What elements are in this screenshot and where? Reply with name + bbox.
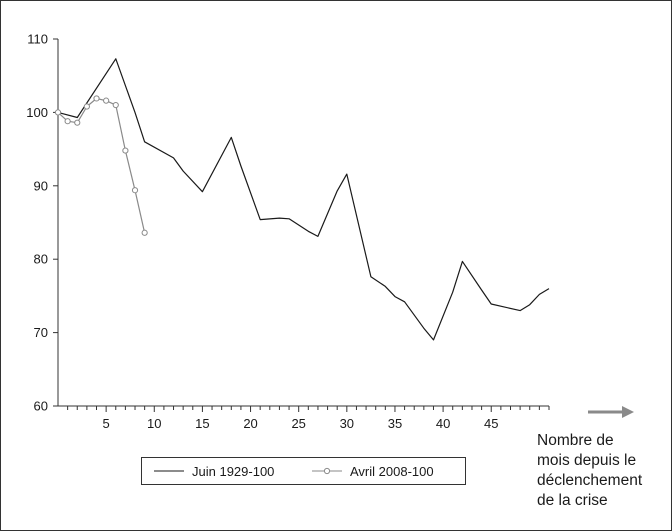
legend-item-avril-2008: Avril 2008-100: [312, 458, 434, 484]
x-axis-note-line-4: de la crise: [537, 492, 608, 509]
data-point: [112, 101, 119, 109]
data-point: [131, 187, 139, 194]
x-tick-label: 15: [195, 416, 209, 431]
x-tick-label: 25: [291, 416, 305, 431]
data-point: [141, 229, 148, 236]
y-tick-label: 90: [34, 178, 48, 193]
x-axis-note: Nombre de mois depuis le déclenchement d…: [537, 431, 669, 511]
x-tick-label: 10: [147, 416, 161, 431]
x-tick-label: 20: [243, 416, 257, 431]
legend-label-juin-1929: Juin 1929-100: [192, 463, 275, 479]
data-point: [64, 118, 71, 125]
x-axis-note-line-3: déclenchement: [537, 472, 643, 489]
data-point: [93, 95, 100, 102]
x-tick-label: 5: [103, 416, 110, 431]
x-tick-label: 35: [388, 416, 402, 431]
y-tick-label: 60: [34, 399, 48, 414]
data-point: [103, 97, 110, 104]
data-point: [83, 103, 90, 110]
legend-swatch-juin-1929: [154, 465, 184, 477]
x-axis-note-line-2: mois depuis le: [537, 452, 637, 469]
legend-label-avril-2008: Avril 2008-100: [350, 463, 434, 479]
series-line-1: [57, 97, 146, 233]
x-axis-note-line-1: Nombre de: [537, 432, 614, 449]
x-tick-label: 40: [436, 416, 450, 431]
x-arrow-head: [622, 406, 634, 418]
series-line-0: [57, 58, 550, 341]
data-point: [54, 109, 62, 116]
legend-item-juin-1929: Juin 1929-100: [154, 458, 274, 484]
y-tick-label: 100: [26, 105, 48, 120]
y-tick-label: 110: [27, 32, 48, 47]
data-point: [74, 119, 81, 126]
legend: Juin 1929-100 Avril 2008-100: [141, 457, 466, 485]
x-tick-label: 45: [484, 416, 498, 431]
y-tick-label: 80: [34, 252, 48, 267]
x-tick-label: 30: [340, 416, 354, 431]
y-tick-label: 70: [34, 325, 48, 340]
legend-swatch-avril-2008: [312, 465, 342, 477]
data-point: [122, 147, 129, 154]
